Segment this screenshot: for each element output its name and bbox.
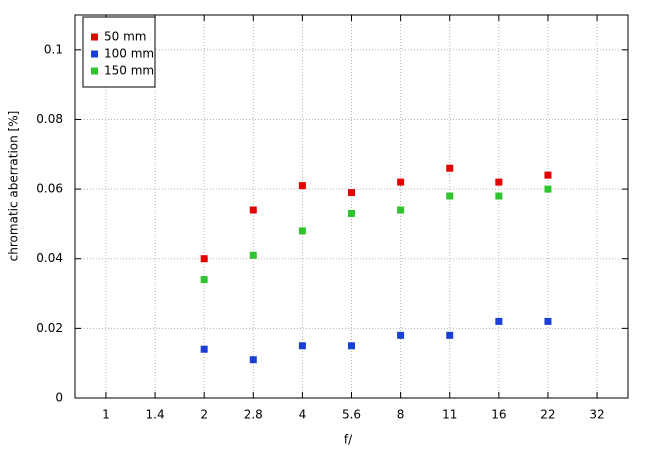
x-tick-label: 1.4: [146, 408, 165, 422]
x-tick-label: 1: [102, 408, 110, 422]
y-tick-label: 0.06: [36, 182, 63, 196]
legend-marker: [91, 67, 98, 75]
y-tick-label: 0.02: [36, 321, 63, 335]
marker: [495, 192, 503, 200]
y-tick-label: 0.04: [36, 251, 63, 265]
legend-marker: [91, 33, 98, 41]
marker: [544, 171, 552, 179]
x-tick-label: 32: [589, 408, 604, 422]
x-tick-label: 2: [200, 408, 208, 422]
marker: [446, 164, 454, 172]
y-axis-label: chromatic aberration [%]: [7, 111, 21, 262]
y-tick-label: 0.08: [36, 112, 63, 126]
x-tick-label: 5.6: [342, 408, 361, 422]
marker: [348, 209, 355, 217]
legend-marker: [91, 50, 98, 58]
marker: [544, 185, 552, 193]
x-tick-label: 4: [299, 408, 307, 422]
x-tick-label: 11: [442, 408, 457, 422]
y-tick-label: 0.1: [44, 42, 63, 56]
marker: [495, 317, 503, 325]
marker: [544, 317, 552, 325]
marker: [397, 206, 405, 214]
marker: [446, 331, 454, 339]
legend-label: 50 mm: [104, 30, 146, 44]
x-axis-label: f/: [344, 433, 353, 447]
marker: [446, 192, 454, 200]
marker: [298, 182, 306, 190]
marker: [397, 178, 405, 186]
x-tick-label: 8: [397, 408, 405, 422]
legend-box: [82, 16, 156, 88]
x-tick-label: 16: [491, 408, 506, 422]
marker: [298, 342, 306, 350]
y-tick-label: 0: [55, 391, 63, 405]
marker: [249, 206, 257, 214]
x-tick-label: 22: [540, 408, 555, 422]
x-tick-label: 2.8: [244, 408, 263, 422]
marker: [298, 227, 306, 235]
marker: [249, 356, 257, 364]
marker: [200, 276, 208, 284]
marker: [249, 251, 257, 259]
plot-frame: [74, 14, 629, 399]
marker: [200, 345, 208, 353]
legend-label: 100 mm: [104, 47, 154, 61]
marker: [348, 342, 355, 350]
marker: [495, 178, 503, 186]
marker: [348, 189, 355, 197]
legend-label: 150 mm: [104, 64, 154, 78]
marker: [200, 255, 208, 263]
marker: [397, 331, 405, 339]
